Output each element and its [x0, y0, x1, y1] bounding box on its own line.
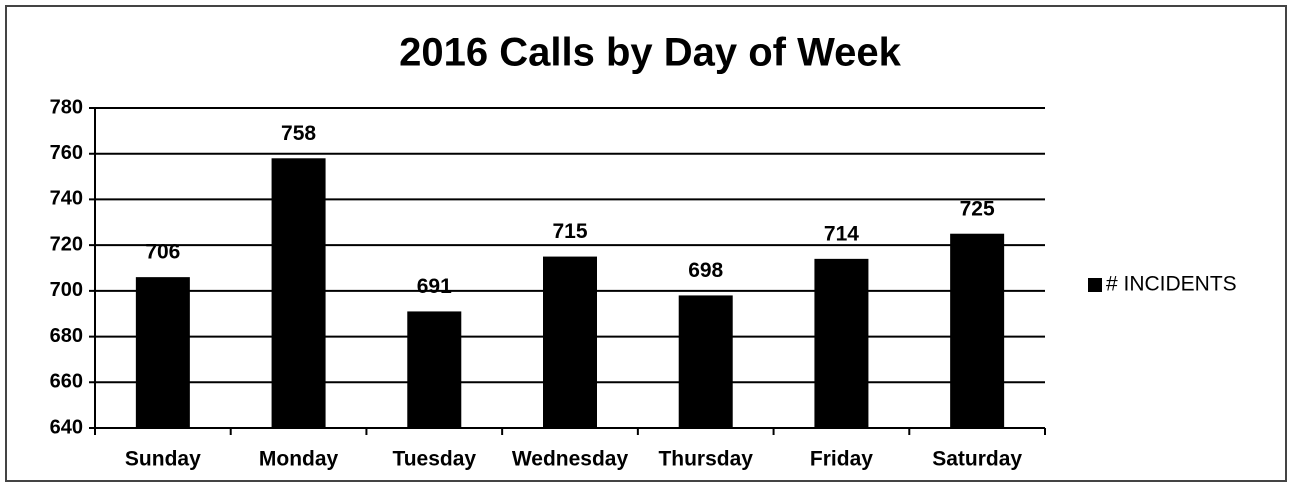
- y-tick-label: 660: [50, 371, 83, 393]
- bar: [271, 158, 326, 429]
- y-tick-label: 760: [50, 142, 83, 164]
- bar: [407, 311, 462, 428]
- bar: [543, 256, 597, 428]
- x-tick-label: Thursday: [658, 448, 753, 471]
- y-tick-label: 680: [50, 325, 83, 347]
- x-tick-label: Sunday: [125, 448, 201, 471]
- data-label: 698: [688, 259, 723, 282]
- y-tick-label: 700: [50, 279, 83, 301]
- bar: [814, 258, 869, 428]
- bar: [950, 233, 1005, 428]
- x-tick-label: Wednesday: [512, 448, 629, 471]
- y-tick-label: 780: [50, 96, 83, 118]
- y-tick-label: 720: [50, 233, 83, 255]
- data-label: 725: [960, 197, 995, 220]
- bar: [678, 295, 733, 428]
- data-label: 714: [824, 222, 859, 245]
- x-tick-label: Tuesday: [392, 448, 476, 471]
- x-tick-label: Friday: [810, 448, 873, 471]
- x-tick-label: Monday: [259, 448, 339, 471]
- legend-swatch: [1088, 278, 1102, 292]
- bar: [135, 277, 190, 428]
- legend-label: # INCIDENTS: [1106, 273, 1237, 296]
- data-label: 758: [281, 122, 316, 145]
- y-tick-label: 640: [50, 416, 83, 438]
- chart-title: 2016 Calls by Day of Week: [399, 31, 901, 75]
- data-label: 691: [417, 275, 452, 298]
- data-label: 715: [552, 220, 587, 243]
- data-label: 706: [145, 241, 180, 264]
- x-tick-label: Saturday: [932, 448, 1022, 471]
- y-tick-label: 740: [50, 188, 83, 210]
- chart-frame: [5, 5, 1287, 482]
